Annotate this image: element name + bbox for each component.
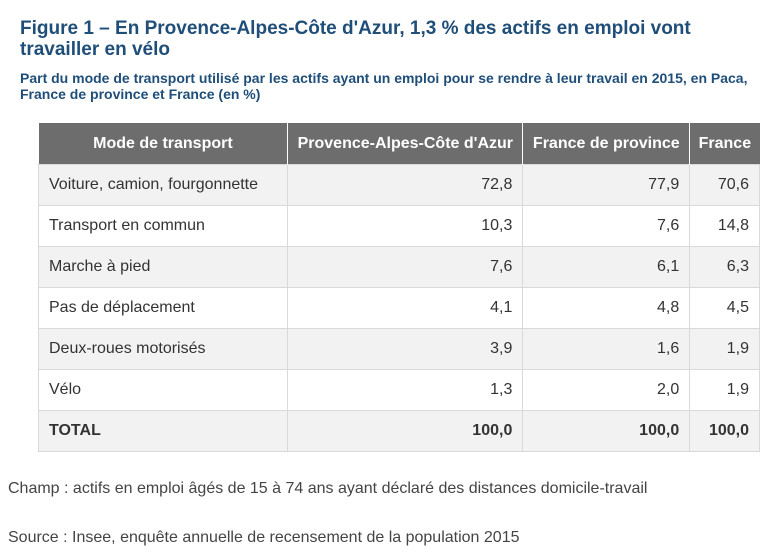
source-note: Source : Insee, enquête annuelle de rece… — [8, 529, 520, 546]
table-row: Marche à pied 7,6 6,1 6,3 — [37, 246, 760, 288]
figure-subtitle: Part du mode de transport utilisé par le… — [20, 70, 748, 102]
cell-paca: 1,3 — [287, 369, 524, 411]
row-label: Transport en commun — [37, 205, 289, 247]
cell-paca: 10,3 — [287, 205, 524, 247]
cell-province: 100,0 — [522, 410, 691, 452]
row-label: Voiture, camion, fourgonnette — [37, 164, 289, 206]
row-label: Vélo — [37, 369, 289, 411]
row-label: TOTAL — [37, 410, 289, 452]
header-mode: Mode de transport — [38, 123, 289, 165]
cell-province: 6,1 — [522, 246, 691, 288]
table-row: Transport en commun 10,3 7,6 14,8 — [37, 205, 760, 247]
table-row: Voiture, camion, fourgonnette 72,8 77,9 … — [37, 164, 760, 206]
header-province: France de province — [522, 123, 691, 165]
cell-paca: 7,6 — [287, 246, 524, 288]
table-row: Deux-roues motorisés 3,9 1,6 1,9 — [37, 328, 760, 370]
cell-france: 6,3 — [689, 246, 760, 288]
cell-france: 1,9 — [689, 328, 760, 370]
cell-province: 1,6 — [522, 328, 691, 370]
row-label: Pas de déplacement — [37, 287, 289, 329]
cell-paca: 100,0 — [287, 410, 524, 452]
cell-province: 4,8 — [522, 287, 691, 329]
cell-france: 1,9 — [689, 369, 760, 411]
cell-province: 2,0 — [522, 369, 691, 411]
table-total-row: TOTAL 100,0 100,0 100,0 — [37, 410, 760, 452]
cell-france: 4,5 — [689, 287, 760, 329]
row-label: Deux-roues motorisés — [37, 328, 289, 370]
table-row: Vélo 1,3 2,0 1,9 — [37, 369, 760, 411]
table-row: Pas de déplacement 4,1 4,8 4,5 — [37, 287, 760, 329]
cell-paca: 72,8 — [287, 164, 524, 206]
cell-province: 77,9 — [522, 164, 691, 206]
cell-province: 7,6 — [522, 205, 691, 247]
row-label: Marche à pied — [37, 246, 289, 288]
scope-note: Champ : actifs en emploi âgés de 15 à 74… — [8, 480, 648, 497]
transport-table: Mode de transport Provence-Alpes-Côte d'… — [37, 123, 760, 452]
cell-france: 70,6 — [689, 164, 760, 206]
cell-france: 14,8 — [689, 205, 760, 247]
header-paca: Provence-Alpes-Côte d'Azur — [287, 123, 524, 165]
cell-paca: 3,9 — [287, 328, 524, 370]
cell-paca: 4,1 — [287, 287, 524, 329]
header-france: France — [689, 123, 760, 165]
cell-france: 100,0 — [689, 410, 760, 452]
table-header-row: Mode de transport Provence-Alpes-Côte d'… — [38, 123, 760, 165]
figure-title: Figure 1 – En Provence-Alpes-Côte d'Azur… — [20, 18, 691, 60]
